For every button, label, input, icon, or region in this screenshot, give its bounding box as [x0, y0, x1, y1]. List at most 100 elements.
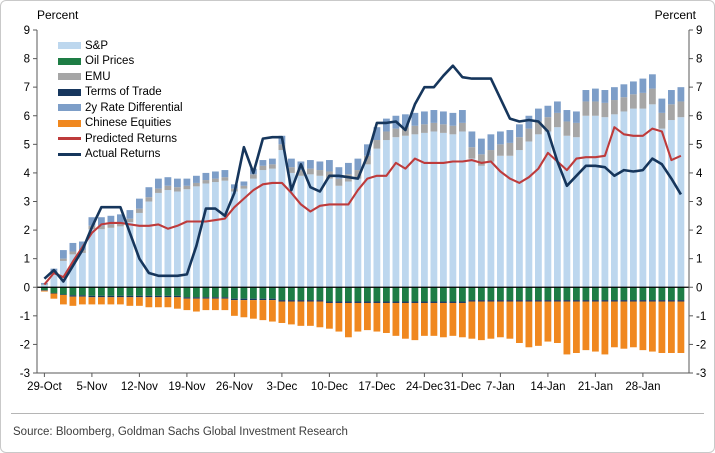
x-axis-tick-label: 5-Nov: [77, 381, 108, 393]
bar-segment: [326, 301, 333, 303]
bar-segment: [383, 287, 390, 302]
bar-segment: [183, 298, 191, 311]
bar-segment: [601, 301, 609, 355]
bar-segment: [269, 298, 276, 301]
bar-segment: [183, 178, 191, 186]
bar-segment: [430, 131, 438, 288]
bar-segment: [212, 171, 219, 179]
bar-segment: [240, 188, 248, 288]
bar-segment: [126, 297, 134, 306]
bar-segment: [335, 185, 343, 288]
bar-segment: [506, 287, 514, 301]
bar-segment: [487, 300, 495, 302]
bar-segment: [402, 127, 409, 136]
bar-segment: [506, 130, 514, 143]
bar-segment: [174, 178, 181, 188]
left-axis-tick-label: 3: [24, 197, 30, 209]
legend-item-s-p: S&P: [58, 38, 183, 54]
bar-segment: [117, 295, 124, 298]
bar-segment: [402, 301, 409, 303]
right-axis-tick-label: 1: [696, 254, 702, 266]
bar-segment: [259, 298, 267, 301]
left-axis-tick-label: 9: [24, 25, 30, 37]
bar-segment: [69, 251, 77, 255]
bar-segment: [601, 300, 609, 302]
bar-segment: [193, 287, 200, 298]
bar-segment: [307, 168, 314, 175]
bar-segment: [297, 170, 305, 176]
bar-segment: [98, 217, 105, 226]
legend-bar-swatch: [58, 88, 81, 96]
bar-segment: [668, 301, 675, 353]
bar-segment: [392, 287, 400, 302]
bar-segment: [174, 187, 181, 192]
bar-segment: [468, 131, 476, 148]
bar-segment: [658, 98, 666, 113]
bar-segment: [639, 300, 647, 302]
bar-segment: [611, 287, 618, 301]
bar-segment: [611, 300, 618, 302]
bar-segment: [497, 301, 504, 338]
x-axis-tick-label: 14-Jan: [530, 381, 565, 393]
bar-segment: [164, 297, 172, 308]
bar-segment: [278, 300, 286, 302]
bar-segment: [221, 287, 229, 298]
bar-segment: [658, 287, 666, 301]
left-axis-tick-label: 6: [24, 111, 30, 123]
bar-segment: [373, 127, 381, 141]
bar-segment: [98, 295, 105, 298]
bar-segment: [326, 287, 333, 302]
bar-segment: [231, 298, 238, 301]
bar-segment: [345, 301, 352, 303]
bar-segment: [544, 105, 552, 118]
bar-segment: [440, 111, 447, 125]
left-axis-tick-label: 1: [24, 254, 30, 266]
bar-segment: [269, 158, 276, 165]
bar-segment: [449, 134, 457, 288]
bar-segment: [155, 297, 162, 308]
bar-segment: [79, 287, 86, 296]
bar-segment: [335, 178, 343, 186]
source-attribution: Source: Bloomberg, Goldman Sachs Global …: [13, 426, 348, 438]
bar-segment: [145, 295, 153, 298]
bar-segment: [639, 108, 647, 288]
bar-segment: [639, 78, 647, 93]
bar-segment: [601, 90, 609, 103]
legend-item-terms-of-trade: Terms of Trade: [58, 85, 183, 101]
bar-segment: [440, 301, 447, 303]
bar-segment: [259, 160, 267, 166]
legend-bar-swatch: [58, 119, 81, 127]
bar-segment: [630, 94, 637, 109]
bar-segment: [345, 181, 352, 288]
bar-segment: [345, 287, 352, 302]
bar-segment: [658, 128, 666, 288]
bar-segment: [278, 287, 286, 301]
bar-segment: [383, 302, 390, 333]
bar-segment: [136, 295, 143, 298]
bar-segment: [563, 287, 571, 301]
bar-segment: [554, 127, 561, 288]
bar-segment: [630, 301, 637, 348]
bar-segment: [649, 300, 656, 302]
bar-segment: [60, 260, 67, 288]
right-axis-tick-label: 0: [696, 282, 702, 294]
legend-item-oil-prices: Oil Prices: [58, 54, 183, 70]
bar-segment: [107, 287, 115, 296]
bar-segment: [478, 138, 485, 155]
bar-segment: [573, 137, 580, 288]
bar-segment: [411, 301, 419, 303]
bar-segment: [278, 301, 286, 323]
bar-segment: [316, 175, 324, 288]
bar-segment: [354, 158, 362, 171]
bar-segment: [630, 300, 637, 302]
x-axis-tick-label: 10-Dec: [311, 381, 348, 393]
bar-segment: [383, 118, 390, 132]
bar-segment: [88, 295, 96, 298]
x-axis-tick-label: 24-Dec: [406, 381, 443, 393]
bar-segment: [535, 108, 542, 122]
bar-segment: [307, 174, 314, 288]
bar-segment: [430, 302, 438, 336]
bar-segment: [345, 302, 352, 338]
bar-segment: [459, 301, 466, 303]
right-axis-unit-label: Percent: [654, 8, 696, 22]
